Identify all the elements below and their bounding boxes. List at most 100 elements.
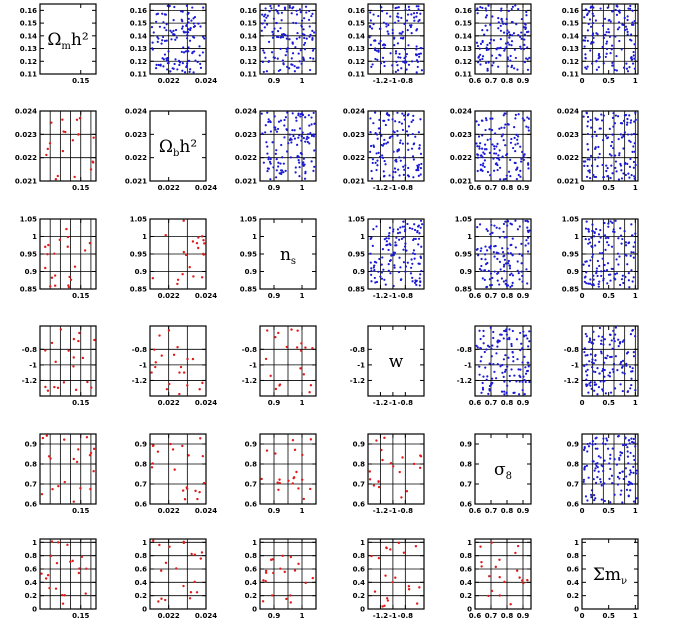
sample-point <box>611 116 614 119</box>
sample-point <box>185 4 188 7</box>
sample-point <box>396 69 400 72</box>
sample-point <box>368 36 371 39</box>
sample-point <box>393 44 396 47</box>
sample-point <box>398 256 401 259</box>
sample-point <box>630 377 633 380</box>
sample-point <box>399 56 402 59</box>
sample-point <box>275 169 278 172</box>
x-tick-label-0p022: 0.022 <box>158 399 180 407</box>
sample-point <box>265 16 268 19</box>
sample-point <box>402 220 405 223</box>
sample-point <box>419 226 422 229</box>
sample-point <box>501 251 505 254</box>
y-tick-label-0p95: 0.95 <box>562 251 579 259</box>
sample-point <box>621 443 625 447</box>
sample-point <box>410 32 413 35</box>
sample-point <box>512 146 515 150</box>
sample-point <box>279 119 283 122</box>
sample-point <box>298 36 301 39</box>
sample-point <box>377 50 380 53</box>
sample-point <box>399 266 402 269</box>
sample-point <box>373 111 377 114</box>
sample-point <box>492 330 495 334</box>
sample-point <box>491 344 494 347</box>
sample-point <box>629 121 632 124</box>
sample-point <box>602 277 605 280</box>
sample-point <box>520 160 523 163</box>
sample-point <box>295 9 298 12</box>
sample-point <box>620 136 624 139</box>
sample-point <box>583 350 586 354</box>
sample-point <box>609 333 612 337</box>
sample-point <box>403 118 406 121</box>
sample-point <box>616 28 620 31</box>
sample-point <box>407 166 410 170</box>
sample-point <box>165 59 168 62</box>
sample-point <box>201 35 205 38</box>
sample-point <box>588 158 591 161</box>
sample-point <box>596 461 599 465</box>
sample-point <box>387 114 391 117</box>
sample-point <box>506 337 509 341</box>
sample-point <box>601 163 604 167</box>
sample-point <box>604 134 608 137</box>
sample-point <box>609 144 613 147</box>
sample-point <box>633 120 636 123</box>
sample-point <box>196 497 199 501</box>
sample-point <box>499 178 502 181</box>
sample-point <box>509 603 512 606</box>
sample-point <box>586 374 589 377</box>
sample-point <box>516 142 519 145</box>
y-tick-label-0p15: 0.15 <box>455 20 472 28</box>
sample-point <box>617 178 621 181</box>
sample-point <box>288 133 291 136</box>
sample-point <box>628 483 631 486</box>
sample-point <box>392 37 396 40</box>
sample-point <box>523 153 526 156</box>
sample-point <box>630 383 633 387</box>
sample-point <box>606 354 609 357</box>
sample-point <box>626 390 630 393</box>
sample-point <box>517 113 520 116</box>
sample-point <box>499 9 503 12</box>
sample-point <box>605 164 608 167</box>
sample-point <box>190 19 193 22</box>
y-tick-label-m1: -1 <box>464 361 472 369</box>
sample-point <box>592 36 595 40</box>
sample-point <box>285 597 288 601</box>
sample-point <box>155 63 158 66</box>
sample-point <box>608 18 611 22</box>
y-tick-label-0p022: 0.022 <box>125 154 147 162</box>
sample-point <box>291 52 295 55</box>
sample-point <box>402 156 406 159</box>
sample-point <box>615 13 619 16</box>
sample-point <box>623 114 626 117</box>
sample-point <box>377 270 380 273</box>
sample-point <box>626 263 629 266</box>
sample-point <box>382 170 385 173</box>
sample-point <box>186 34 189 37</box>
sample-point <box>603 361 606 364</box>
sample-point <box>301 162 304 166</box>
sample-point <box>614 355 617 358</box>
sample-point <box>629 7 632 10</box>
sample-point <box>633 175 636 178</box>
sample-point <box>284 116 287 119</box>
sample-point <box>497 65 500 68</box>
sample-point <box>386 141 390 144</box>
sample-point <box>388 136 391 140</box>
sample-point <box>497 21 500 24</box>
sample-point <box>586 164 589 168</box>
sample-point <box>598 280 601 283</box>
sample-point <box>603 482 606 485</box>
sample-point <box>418 144 421 147</box>
sample-point <box>81 356 85 360</box>
sample-point <box>587 476 590 479</box>
y-tick-label-0p14: 0.14 <box>130 32 147 40</box>
sample-point <box>631 280 634 283</box>
sample-point <box>608 127 611 130</box>
sample-point <box>494 565 498 569</box>
sample-point <box>595 228 598 231</box>
